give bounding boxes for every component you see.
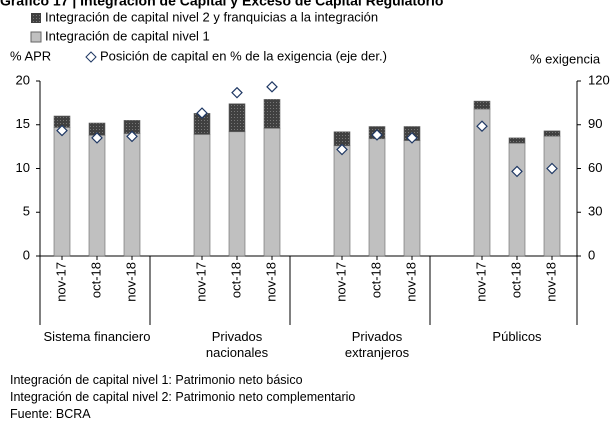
legend-label: Integración de capital nivel 1 [45, 28, 210, 43]
group-label: Sistema financiero [43, 329, 151, 344]
legend-label: Integración de capital nivel 2 y franqui… [45, 9, 378, 24]
y-tick-label: 20 [16, 72, 30, 87]
bar-segment [333, 145, 351, 257]
x-tick-label: nov-18 [123, 262, 138, 302]
bar-segment [368, 138, 386, 257]
bar-segment [193, 134, 211, 257]
marker [546, 162, 558, 175]
marker [56, 124, 68, 137]
footnote: Integración de capital nivel 1: Patrimon… [10, 373, 303, 387]
marker [371, 129, 383, 141]
x-tick-label: nov-17 [473, 262, 488, 302]
footnote: Integración de capital nivel 2: Patrimon… [10, 390, 356, 404]
bar-segment [508, 142, 526, 257]
legend-marker [85, 51, 97, 63]
x-tick-label: nov-18 [263, 262, 278, 302]
footnote: Fuente: BCRA [10, 407, 91, 421]
y2-tick-label: 120 [588, 72, 610, 87]
bar-segment [88, 134, 106, 257]
x-tick-label: nov-18 [403, 262, 418, 302]
chart-title: Gráfico 17 | Integración de Capital y Ex… [0, 0, 443, 9]
marker [406, 132, 418, 144]
y2-axis-label: % exigencia [530, 51, 601, 66]
bar-segment [263, 127, 281, 257]
marker [266, 80, 278, 93]
marker [231, 86, 243, 99]
y-tick-label: 10 [16, 160, 30, 175]
x-tick-label: oct-18 [508, 262, 523, 298]
x-tick-label: oct-18 [368, 262, 383, 298]
bar-segment [543, 130, 561, 137]
y-axis-label: % APR [10, 48, 51, 63]
marker [91, 132, 103, 144]
marker [476, 120, 488, 133]
y2-tick-label: 30 [588, 204, 602, 219]
legend-swatch [30, 31, 42, 43]
group-label: Privados extranjeros [344, 329, 410, 360]
bar-segment [263, 99, 281, 129]
y2-tick-label: 90 [588, 116, 602, 131]
bar-segment [403, 140, 421, 257]
x-tick-label: nov-18 [543, 262, 558, 302]
marker [336, 143, 348, 156]
x-tick-label: oct-18 [88, 262, 103, 298]
bar-segment [123, 133, 141, 257]
y-tick-label: 15 [16, 116, 30, 131]
bar-segment [228, 131, 246, 257]
y-tick-label: 0 [23, 247, 30, 262]
group-label: Privados nacionales [205, 329, 269, 360]
bar-segment [543, 135, 561, 257]
group-label: Públicos [492, 329, 542, 344]
bar-segment [473, 100, 491, 110]
legend-label: Posición de capital en % de la exigencia… [100, 48, 387, 63]
marker [511, 165, 523, 178]
legend-swatch [31, 13, 41, 23]
marker [196, 107, 208, 119]
bar-segment [228, 103, 246, 133]
bar-segment [53, 127, 71, 257]
bar-segment [508, 137, 526, 144]
marker [126, 130, 138, 143]
y-tick-label: 5 [23, 204, 30, 219]
x-tick-label: oct-18 [228, 262, 243, 298]
x-tick-label: nov-17 [333, 262, 348, 302]
x-tick-label: nov-17 [53, 262, 68, 302]
bar-segment [333, 131, 351, 147]
y2-tick-label: 0 [588, 247, 595, 262]
x-tick-label: nov-17 [193, 262, 208, 302]
y2-tick-label: 60 [588, 160, 602, 175]
